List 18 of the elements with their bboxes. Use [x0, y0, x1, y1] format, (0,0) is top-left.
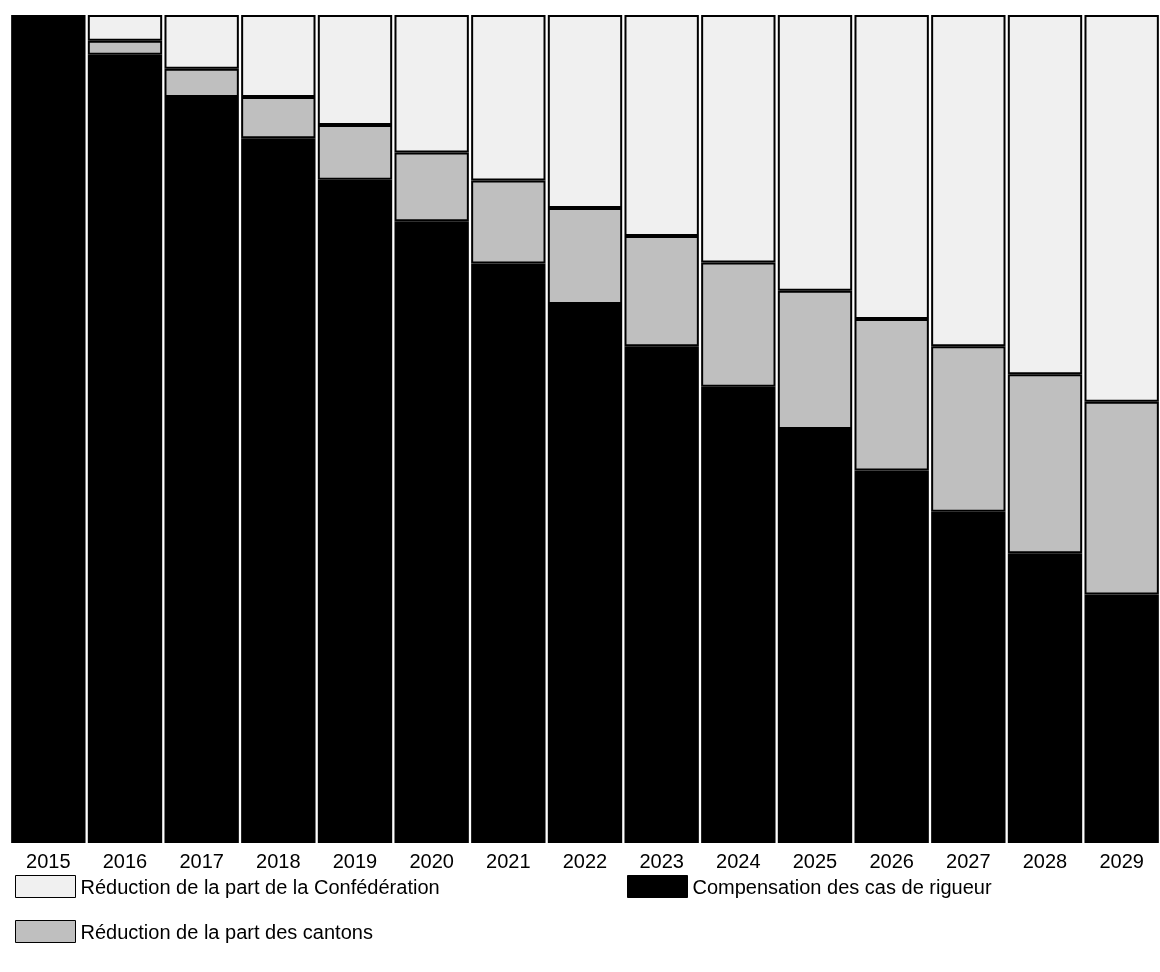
x-tick-label: 2028	[1022, 850, 1068, 872]
x-tick-label: 2024	[716, 850, 761, 872]
x-tick-label: 2029	[1099, 850, 1144, 872]
x-tick-label: 2027	[946, 850, 991, 872]
legend-label: Réduction de la part des cantons	[80, 920, 373, 943]
x-tick-label: 2021	[486, 850, 531, 872]
legend-label: Réduction de la part de la Confédération	[80, 875, 440, 898]
x-tick-label: 2019	[332, 850, 378, 872]
x-tick-label: 2017	[179, 850, 224, 872]
x-tick-label: 2022	[562, 850, 608, 872]
x-tick-label: 2020	[409, 850, 454, 872]
legend-label: Compensation des cas de rigueur	[692, 875, 992, 898]
x-tick-label: 2016	[102, 850, 148, 872]
x-tick-label: 2018	[256, 850, 301, 872]
x-tick-label: 2015	[26, 850, 71, 872]
x-tick-label: 2023	[639, 850, 684, 872]
x-tick-label: 2026	[869, 850, 914, 872]
x-tick-label: 2025	[792, 850, 838, 872]
